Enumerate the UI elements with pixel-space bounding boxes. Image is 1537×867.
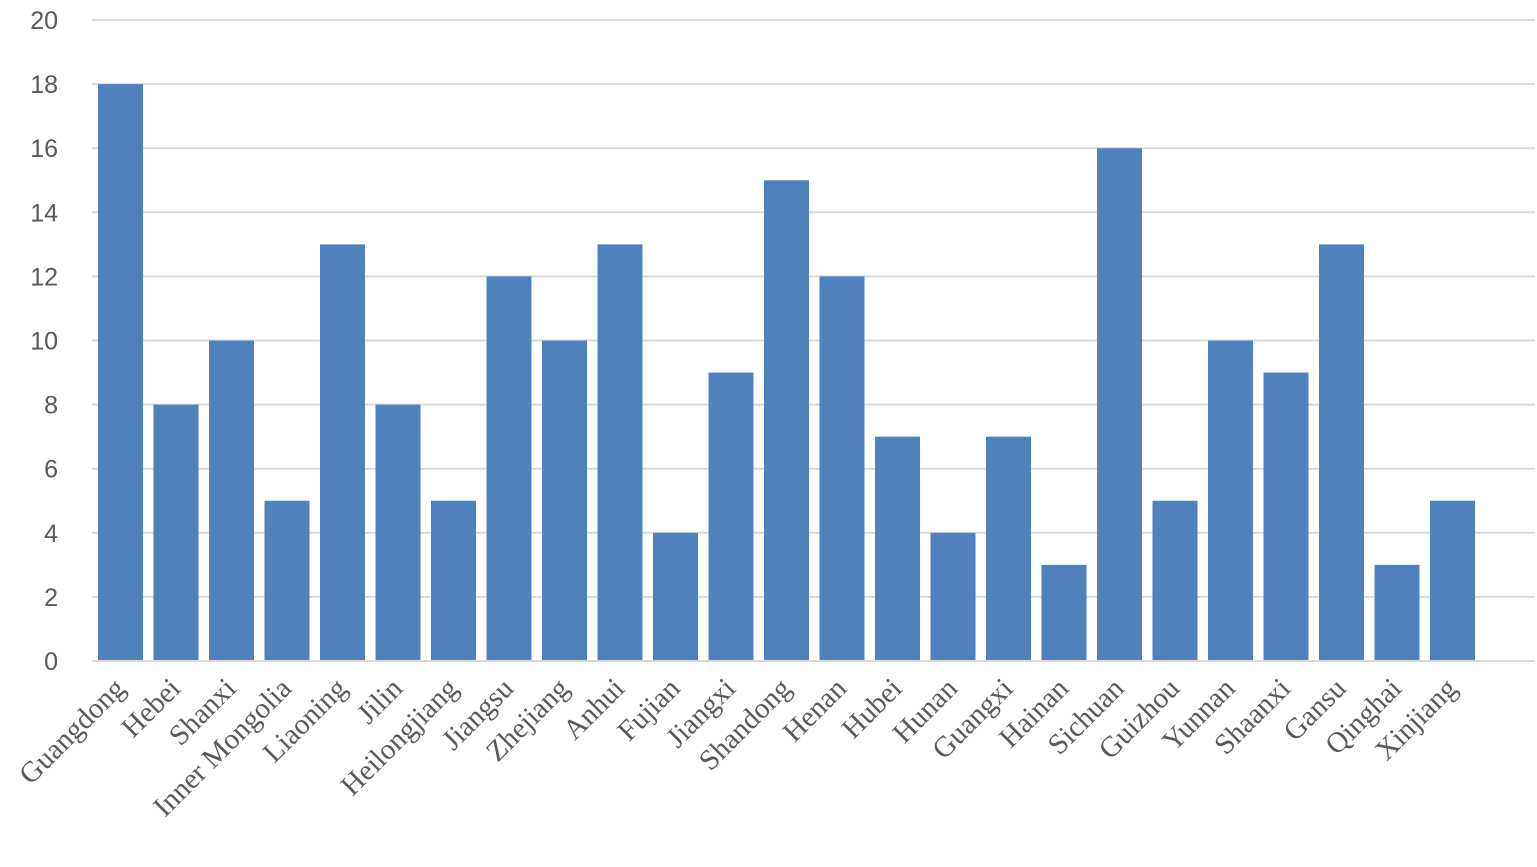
bar (1041, 564, 1087, 661)
bar (153, 404, 199, 661)
y-tick-label: 4 (44, 520, 58, 548)
x-tick-label: Anhui (557, 672, 631, 746)
bar (1374, 564, 1420, 661)
bars (98, 84, 1475, 662)
bar (209, 340, 254, 661)
bar (98, 84, 143, 662)
bar (1430, 500, 1475, 661)
y-tick-label: 8 (44, 392, 58, 420)
y-tick-label: 0 (44, 648, 58, 676)
bar (875, 436, 920, 661)
bar (1263, 372, 1309, 661)
y-tick-label: 12 (30, 263, 58, 291)
y-axis-ticks: 0 2 4 6 8 10 12 14 16 18 20 (30, 7, 58, 676)
y-tick-label: 10 (30, 328, 58, 356)
bar (486, 276, 532, 661)
bar (320, 244, 365, 661)
bar (542, 340, 587, 661)
y-tick-label: 2 (44, 584, 58, 612)
y-tick-label: 18 (30, 71, 58, 99)
bar (1319, 244, 1364, 661)
bar (653, 532, 698, 661)
bar (375, 404, 421, 661)
bar (264, 500, 310, 661)
bar (819, 276, 865, 661)
x-tick-label: Guangdong (13, 672, 131, 790)
y-tick-label: 6 (44, 456, 58, 484)
bar (930, 532, 976, 661)
bar (1152, 500, 1198, 661)
bar (986, 436, 1031, 661)
bar (1208, 340, 1253, 661)
y-tick-label: 20 (30, 7, 58, 35)
bar (597, 244, 643, 661)
bar (1097, 148, 1142, 661)
y-tick-label: 14 (30, 199, 58, 227)
y-tick-label: 16 (30, 135, 58, 163)
x-tick-label: Henan (777, 672, 853, 748)
bar (431, 500, 476, 661)
bar (708, 372, 754, 661)
bar (764, 180, 809, 661)
